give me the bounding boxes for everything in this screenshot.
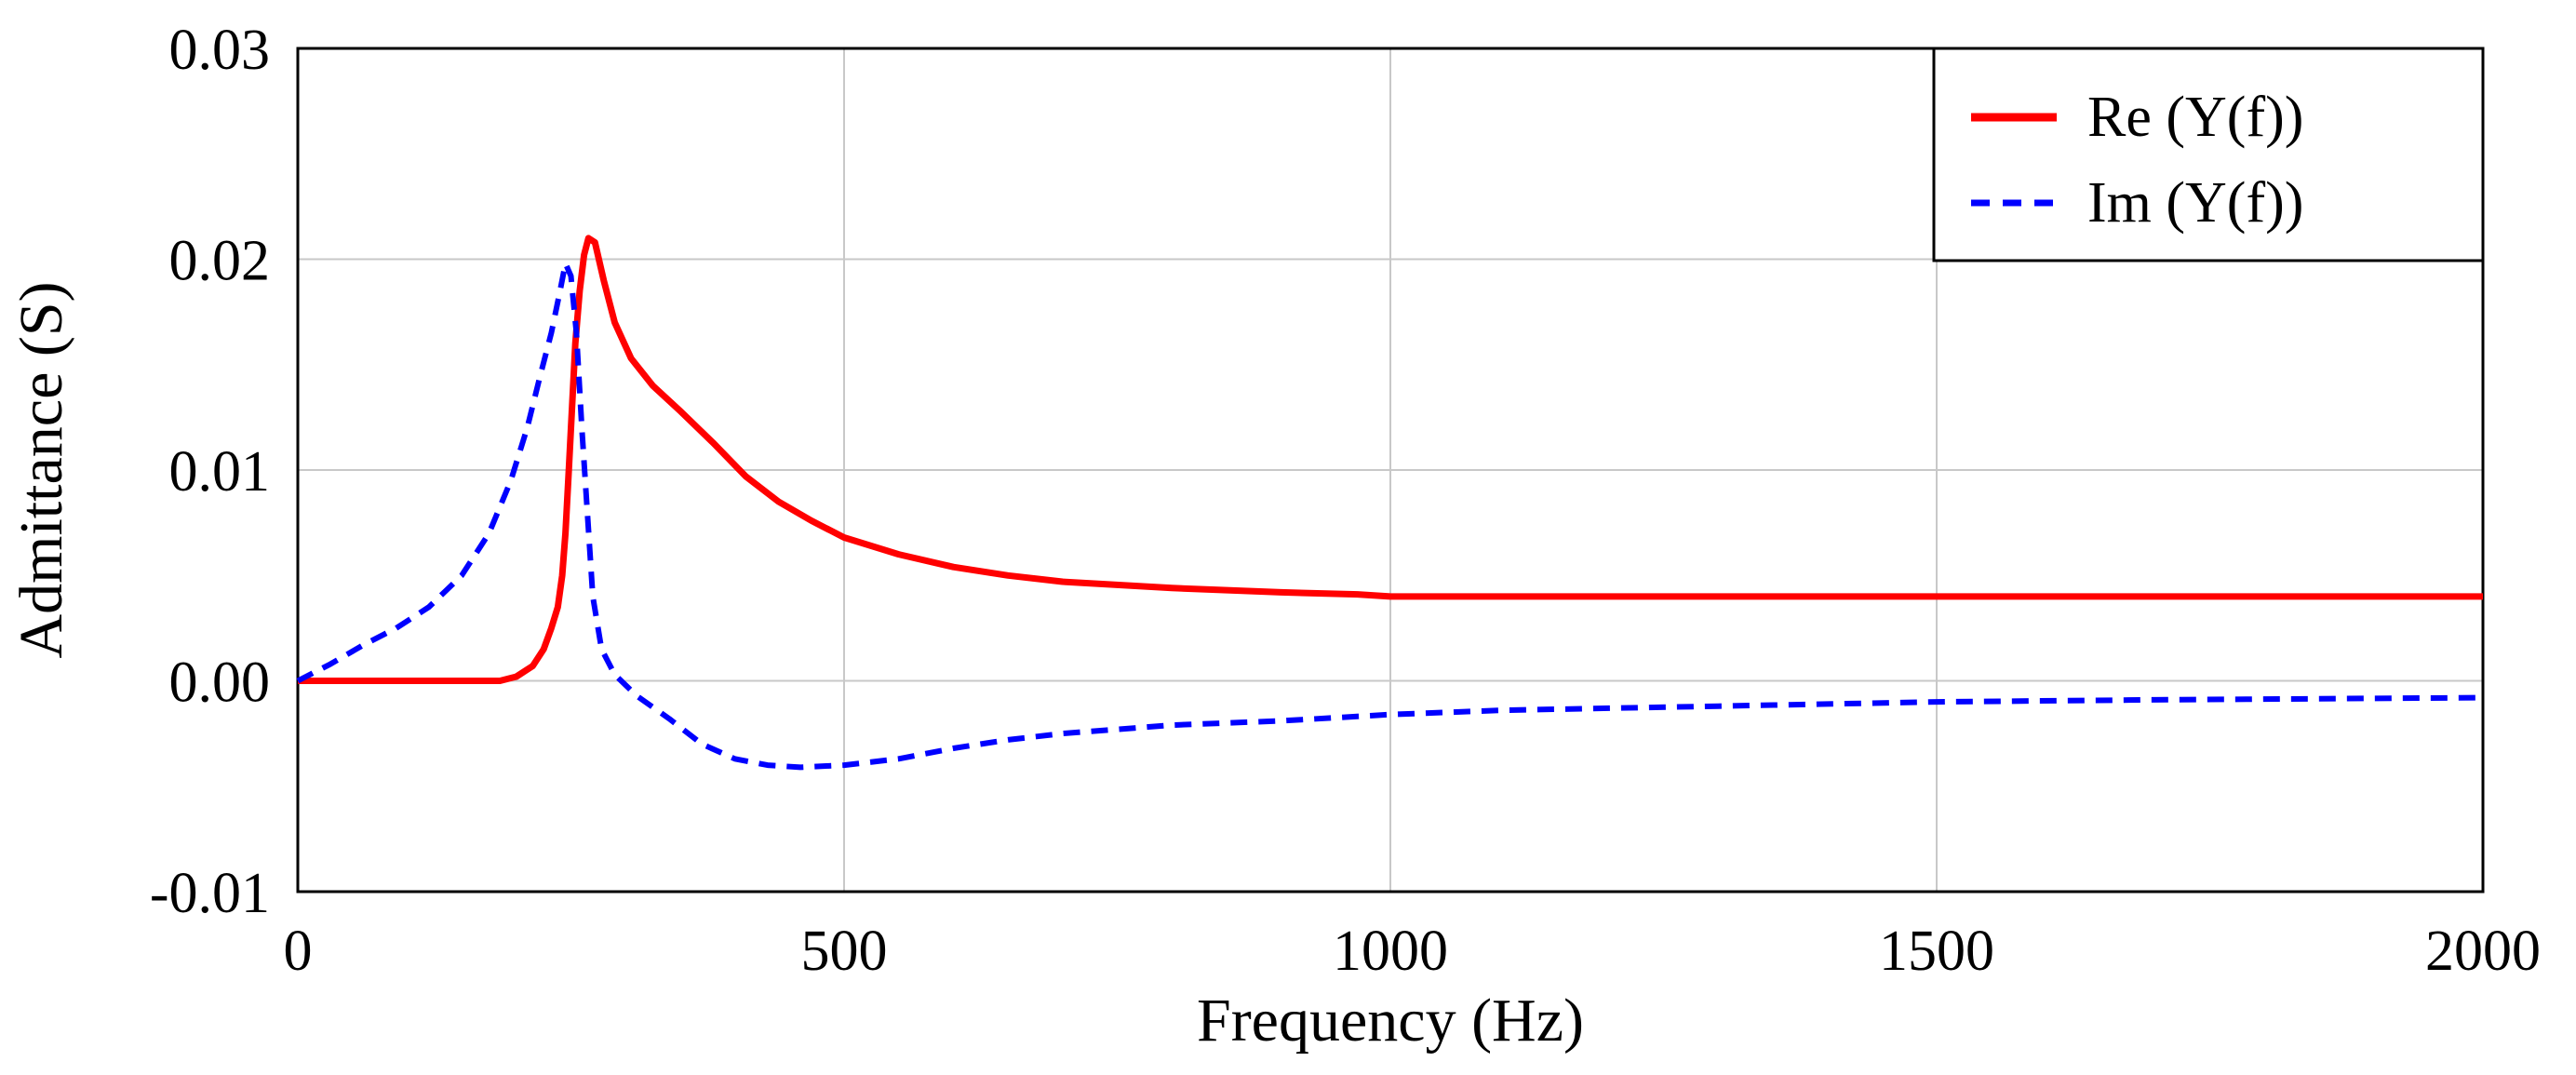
y-tick-label: -0.01 — [150, 862, 270, 925]
series-line-im — [296, 261, 2484, 771]
x-tick-label: 0 — [284, 920, 313, 983]
y-tick-label: 0.03 — [169, 19, 271, 82]
plot-frame — [296, 47, 2485, 894]
legend-label-re: Re (Y(f)) — [2087, 86, 2303, 149]
series-group — [296, 235, 2484, 771]
x-tick-label: 1500 — [1879, 920, 1994, 983]
x-tick-label: 1000 — [1333, 920, 1448, 983]
y-tick-label: 0.02 — [169, 230, 271, 293]
x-tick-label: 500 — [801, 920, 888, 983]
y-tick-label: 0.00 — [169, 652, 271, 715]
legend-box — [1932, 47, 2485, 262]
y-tick-label: 0.01 — [169, 440, 271, 504]
tick-labels: 0 500 1000 1500 2000 -0.01 0.00 0.01 0.02 0.03 — [150, 19, 2541, 983]
y-axis-title: Admittance (S) — [7, 281, 75, 658]
x-axis-title: Frequency (Hz) — [1197, 987, 1584, 1055]
legend-label-im: Im (Y(f)) — [2087, 171, 2303, 235]
x-tick-label: 2000 — [2425, 920, 2541, 983]
series-line-re — [298, 235, 2483, 684]
legend: Re (Y(f)) Im (Y(f)) — [1932, 47, 2485, 262]
